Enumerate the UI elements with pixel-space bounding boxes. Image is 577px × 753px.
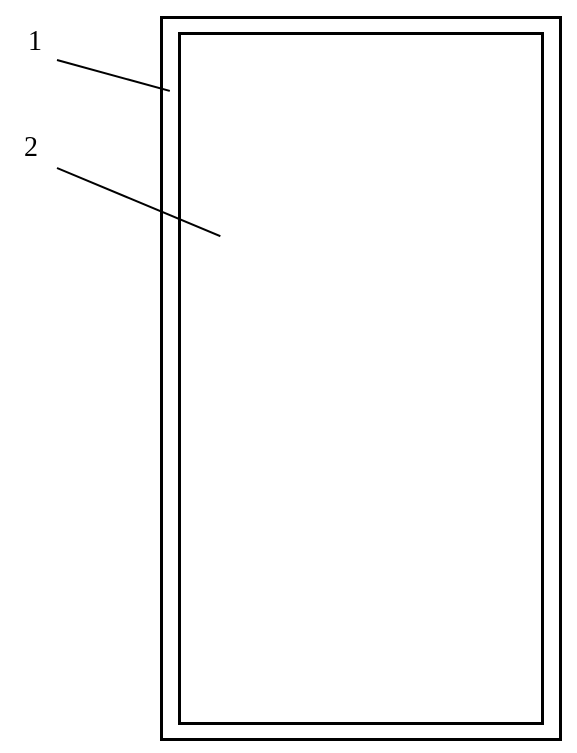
diagram-canvas: 1 2 <box>0 0 577 753</box>
leader-line-1 <box>57 59 171 92</box>
callout-label-2: 2 <box>24 132 38 164</box>
inner-rectangle <box>178 32 544 725</box>
callout-label-1: 1 <box>28 26 42 58</box>
